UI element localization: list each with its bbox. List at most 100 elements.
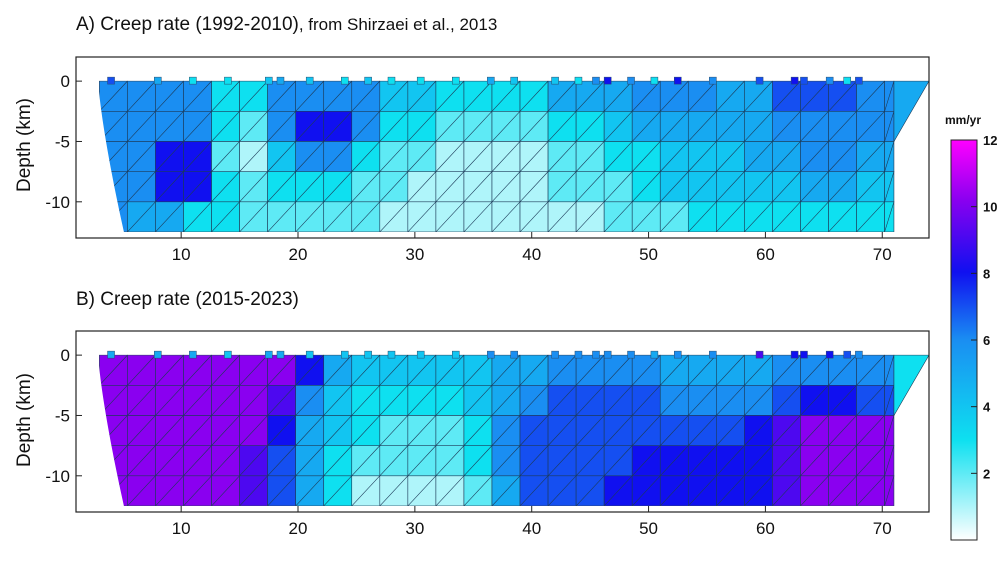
panel-a-mesh-diagonal xyxy=(800,171,829,203)
panel-b-mesh-diagonal xyxy=(351,385,381,416)
panel-b-surface-marker xyxy=(551,350,559,359)
panel-b-mesh-diagonal xyxy=(744,475,773,507)
panel-b-mesh-diagonal xyxy=(856,445,885,477)
panel-b-mesh-diagonal xyxy=(239,475,268,507)
panel-b-mesh-diagonal xyxy=(716,354,745,386)
panel-a-below-mesh xyxy=(76,231,929,238)
panel-a-mesh-diagonal xyxy=(323,141,352,172)
panel-b-mesh-diagonal xyxy=(491,445,521,477)
panel-b-mesh-diagonal xyxy=(884,385,895,416)
panel-b-mesh-diagonal xyxy=(688,385,717,416)
panel-a-mesh-diagonal xyxy=(884,141,895,172)
panel-b-mesh-diagonal xyxy=(211,445,240,477)
panel-b-mesh-diagonal xyxy=(631,415,661,446)
panel-b-mesh-diagonal xyxy=(379,475,409,507)
panel-a-fault-mesh xyxy=(76,80,929,238)
panel-a-mesh-diagonal xyxy=(211,141,240,172)
panel-a-surface-marker xyxy=(189,76,197,85)
panel-a-mesh-diagonal xyxy=(631,201,661,233)
panel-b-surface-marker xyxy=(674,350,682,359)
panel-b-surface-marker xyxy=(603,350,612,359)
panel-b-mesh-diagonal xyxy=(800,475,829,507)
panel-a-surface-marker xyxy=(551,76,559,85)
panel-a-xtick-label: 40 xyxy=(522,245,541,264)
panel-b-mesh-diagonal xyxy=(267,354,296,386)
panel-a-surface-marker xyxy=(800,76,808,85)
panel-a-mesh-diagonal xyxy=(828,111,857,142)
panel-a-mesh-diagonal xyxy=(856,171,885,203)
panel-a-surface-marker xyxy=(790,76,799,85)
panel-b-mesh-diagonal xyxy=(351,415,381,446)
panel-a-ylabel: Depth (km) xyxy=(14,98,35,192)
panel-b-surface-marker xyxy=(224,350,232,359)
panel-a-mesh-diagonal xyxy=(211,111,240,142)
panel-b-xtick-label: 30 xyxy=(405,519,424,538)
panel-b-mesh-diagonal xyxy=(716,445,745,477)
panel-b-xtick-label: 40 xyxy=(522,519,541,538)
panel-a-mesh-diagonal xyxy=(435,80,465,112)
panel-b-mesh-diagonal xyxy=(435,385,465,416)
panel-a-mesh-diagonal xyxy=(688,141,717,172)
panel-b-mesh-diagonal xyxy=(211,385,240,416)
panel-a-surface-marker xyxy=(154,76,162,85)
panel-b-ylabel: Depth (km) xyxy=(14,373,35,467)
panel-a-mesh-diagonal xyxy=(351,141,381,172)
panel-b-mesh-diagonal xyxy=(631,354,661,386)
panel-a-mesh-diagonal xyxy=(351,171,381,203)
panel-a-mesh-diagonal xyxy=(631,80,661,112)
panel-b-mesh-diagonal xyxy=(519,385,549,416)
panel-a-mesh-diagonal xyxy=(603,80,633,112)
panel-a-mesh-diagonal xyxy=(351,80,381,112)
panel-a-mesh-diagonal xyxy=(351,111,381,142)
panel-b-mesh-diagonal xyxy=(435,354,465,386)
panel-a-title-note: , from Shirzaei et al., 2013 xyxy=(299,15,497,34)
panel-a-mesh-diagonal xyxy=(744,171,773,203)
panel-a-mesh-diagonal xyxy=(800,80,829,112)
panel-a-surface-marker xyxy=(224,76,232,85)
panel-a-surface-marker xyxy=(843,76,851,85)
panel-b-mesh-diagonal xyxy=(828,354,857,386)
panel-a-mesh-diagonal xyxy=(631,141,661,172)
panel-b-mesh-diagonal xyxy=(519,445,549,477)
panel-a-surface-marker xyxy=(755,76,764,85)
panel-b-surface-marker xyxy=(154,350,162,359)
panel-b-mesh-diagonal xyxy=(463,385,493,416)
panel-b-mesh-diagonal xyxy=(716,385,745,416)
panel-a-title-main: A) Creep rate (1992-2010) xyxy=(76,14,299,35)
panel-a-mesh-diagonal xyxy=(744,141,773,172)
colorbar-tick-label: 8 xyxy=(983,266,990,281)
panel-b-mesh-diagonal xyxy=(856,385,885,416)
panel-b-mesh-diagonal xyxy=(772,385,801,416)
panel-b-mesh-diagonal xyxy=(295,445,324,477)
panel-b-ticks: 10 20 30 40 50 60 70 0 -5 -10 xyxy=(45,346,891,538)
panel-a-mesh-diagonal xyxy=(716,80,745,112)
panel-b-mesh-diagonal xyxy=(575,475,605,507)
panel-b-mesh-diagonal xyxy=(463,354,493,386)
panel-a-mesh-diagonal xyxy=(379,80,409,112)
panel-a-mesh-diagonal xyxy=(463,111,493,142)
panel-b-mesh-diagonal xyxy=(183,385,212,416)
panel-b-mesh-diagonal xyxy=(884,475,895,507)
panel-b-mesh-diagonal xyxy=(183,445,212,477)
panel-b-xtick-label: 50 xyxy=(639,519,658,538)
panel-a-mesh-diagonal xyxy=(435,171,465,203)
panel-a-mesh-diagonal xyxy=(491,171,521,203)
panel-b-mesh-diagonal xyxy=(688,445,717,477)
panel-b-surface-marker xyxy=(843,350,851,359)
panel-a-surface-marker xyxy=(265,76,273,85)
panel-b-mesh-diagonal xyxy=(631,475,661,507)
panel-a-mesh-diagonal xyxy=(379,111,409,142)
panel-b-surface-marker xyxy=(416,350,425,359)
panel-a-mesh-diagonal xyxy=(856,111,885,142)
panel-b-mesh-diagonal xyxy=(99,354,128,386)
panel-b-mesh-diagonal xyxy=(744,385,773,416)
panel-b-mesh-diagonal xyxy=(127,385,156,416)
panel-a-mesh-diagonal xyxy=(267,171,296,203)
panel-a-mesh-diagonal xyxy=(183,201,212,233)
panel-b-ytick-label: 0 xyxy=(61,346,70,365)
panel-a-mesh-diagonal xyxy=(463,201,493,233)
panel-a-mesh-diagonal xyxy=(491,201,521,233)
panel-a-mesh-diagonal xyxy=(519,171,549,203)
colorbar-unit: mm/yr xyxy=(945,113,981,127)
panel-a-mesh-diagonal xyxy=(575,111,605,142)
